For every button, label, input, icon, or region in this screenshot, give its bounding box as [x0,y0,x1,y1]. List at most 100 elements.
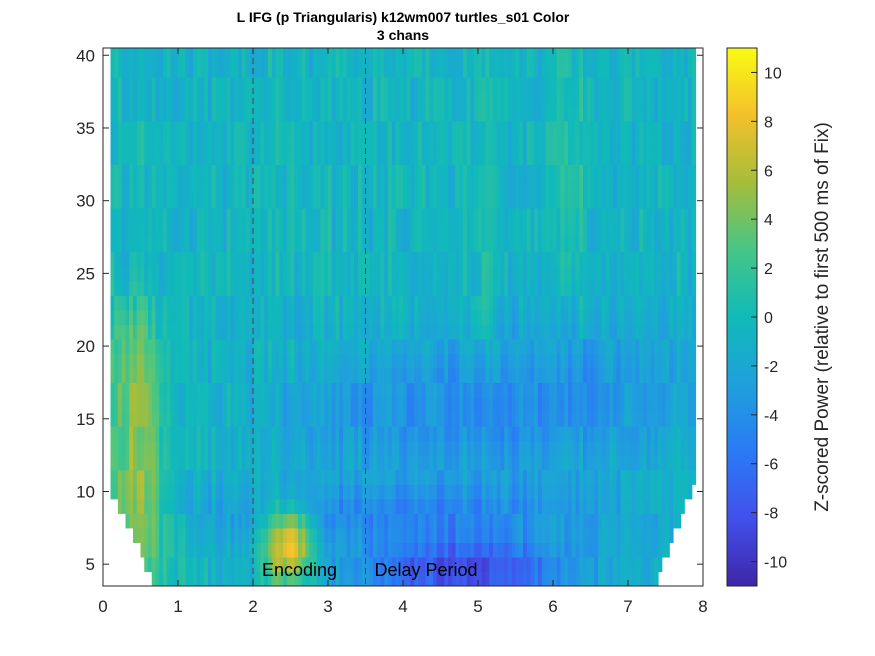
heatmap-cell [118,164,123,180]
heatmap-cell [294,266,299,282]
heatmap-cell [571,411,577,427]
heatmap-cell [466,266,472,282]
heatmap-cell [545,556,550,573]
heatmap-cell [643,367,648,384]
heatmap-cell [504,338,509,354]
heatmap-cell [470,149,475,165]
heatmap-cell [433,542,438,558]
heatmap-cell [238,106,243,122]
heatmap-cell [429,556,434,573]
heatmap-cell [523,527,528,543]
heatmap-cell [448,469,453,485]
heatmap-cell [598,135,603,151]
heatmap-cell [511,251,517,267]
heatmap-cell [530,266,535,282]
heatmap-cell [365,367,370,384]
heatmap-cell [556,426,562,442]
heatmap-cell [620,513,625,529]
heatmap-cell [181,338,187,354]
heatmap-cell [298,396,303,413]
heatmap-cell [260,309,265,325]
heatmap-cell [286,178,292,194]
heatmap-cell [264,309,269,325]
heatmap-cell [646,469,652,485]
heatmap-cell [148,280,153,296]
heatmap-cell [324,324,329,340]
heatmap-cell [571,571,577,586]
heatmap-cell [241,542,247,558]
heatmap-cell [646,237,652,253]
heatmap-cell [643,440,648,456]
heatmap-cell [301,542,307,558]
heatmap-cell [268,324,273,340]
heatmap-cell [335,251,340,267]
heatmap-cell [136,382,142,398]
heatmap-cell [189,295,194,311]
heatmap-cell [339,571,344,586]
heatmap-cell [166,440,172,456]
heatmap-cell [425,164,430,180]
heatmap-cell [493,411,498,427]
heatmap-cell [208,120,213,136]
heatmap-cell [151,324,157,340]
heatmap-cell [684,469,689,485]
heatmap-cell [211,106,217,122]
heatmap-cell [129,309,134,325]
heatmap-cell [328,324,333,340]
heatmap-cell [208,411,213,427]
heatmap-cell [316,178,322,194]
heatmap-cell [215,324,220,340]
heatmap-cell [485,266,490,282]
heatmap-cell [620,222,625,238]
heatmap-cell [245,207,250,224]
heatmap-cell [354,469,359,485]
heatmap-cell [316,106,322,122]
heatmap-cell [571,527,577,543]
heatmap-cell [151,193,157,209]
heatmap-cell [245,222,250,238]
heatmap-cell [613,207,618,224]
heatmap-cell [301,382,307,398]
heatmap-cell [643,571,648,586]
heatmap-cell [219,164,224,180]
heatmap-cell [399,106,404,122]
heatmap-cell [245,135,250,151]
heatmap-cell [406,513,412,529]
heatmap-cell [549,222,554,238]
heatmap-cell [260,484,265,500]
heatmap-cell [511,396,517,413]
heatmap-cell [556,513,562,529]
heatmap-cell [418,469,423,485]
heatmap-cell [211,396,217,413]
heatmap-cell [256,135,262,151]
heatmap-cell [545,513,550,529]
heatmap-cell [196,338,202,354]
heatmap-cell [373,556,378,573]
heatmap-cell [148,222,153,238]
heatmap-cell [136,135,142,151]
heatmap-cell [313,498,318,514]
heatmap-cell [309,324,314,340]
heatmap-cell [444,571,449,586]
heatmap-cell [414,280,419,296]
heatmap-cell [238,295,243,311]
heatmap-cell [283,222,288,238]
heatmap-cell [290,266,295,282]
heatmap-cell [279,193,284,209]
heatmap-cell [579,513,584,529]
heatmap-cell [598,120,603,136]
heatmap-cell [646,396,652,413]
heatmap-cell [451,426,457,442]
heatmap-cell [523,135,528,151]
heatmap-cell [549,207,554,224]
heatmap-cell [448,556,453,573]
heatmap-cell [579,309,584,325]
heatmap-cell [320,237,325,253]
heatmap-cell [654,353,659,369]
heatmap-cell [455,469,460,485]
heatmap-cell [166,455,172,471]
heatmap-cell [496,469,502,485]
heatmap-cell [208,469,213,485]
heatmap-cell [481,556,487,573]
heatmap-cell [133,513,138,529]
